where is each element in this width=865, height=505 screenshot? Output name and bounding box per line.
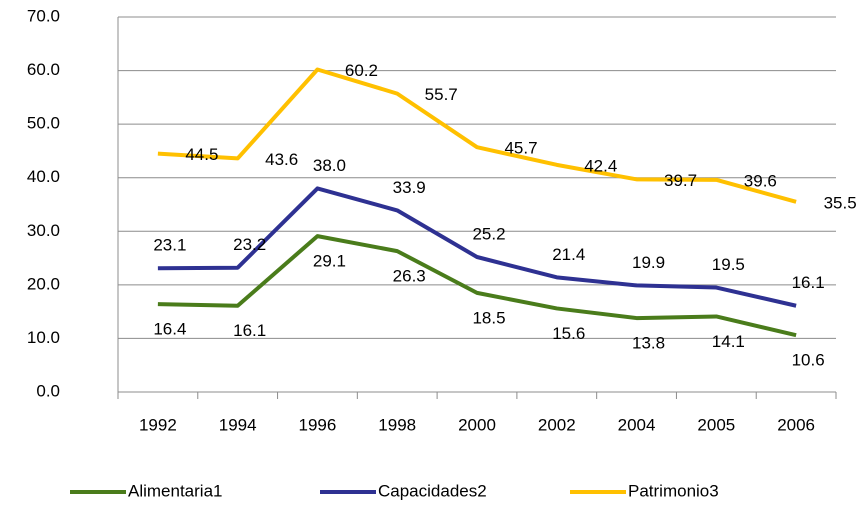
data-label: 29.1 [313, 252, 346, 271]
data-label: 19.5 [712, 255, 745, 274]
series-line [157, 234, 797, 338]
x-tick-label: 1992 [139, 415, 177, 434]
legend-label: Alimentaria1 [128, 481, 223, 500]
y-tick-label: 50.0 [27, 114, 60, 133]
y-tick-label: 10.0 [27, 328, 60, 347]
y-tick-label: 20.0 [27, 274, 60, 293]
x-tick-label: 2002 [538, 415, 576, 434]
data-label: 10.6 [792, 351, 825, 370]
y-tick-label: 40.0 [27, 167, 60, 186]
x-tick-label: 2000 [458, 415, 496, 434]
series-line [157, 186, 797, 308]
data-label: 13.8 [632, 334, 665, 353]
x-tick-label: 2005 [697, 415, 735, 434]
series-line [157, 67, 797, 204]
data-label: 16.1 [233, 321, 266, 340]
y-tick-label: 70.0 [27, 6, 60, 25]
y-tick-label: 30.0 [27, 221, 60, 240]
x-tick-label: 1994 [219, 415, 257, 434]
data-label: 25.2 [472, 224, 505, 243]
data-label: 60.2 [345, 61, 378, 80]
data-label: 18.5 [472, 308, 505, 327]
data-label: 15.6 [552, 324, 585, 343]
data-label: 45.7 [504, 139, 537, 158]
data-label: 19.9 [632, 253, 665, 272]
y-tick-label: 0.0 [36, 381, 60, 400]
data-label: 26.3 [393, 267, 426, 286]
data-label: 23.1 [153, 236, 186, 255]
legend-label: Patrimonio3 [628, 481, 719, 500]
data-label: 16.1 [792, 273, 825, 292]
x-tick-label: 2004 [618, 415, 656, 434]
data-label: 42.4 [584, 156, 617, 175]
y-tick-label: 60.0 [27, 60, 60, 79]
x-tick-label: 1998 [378, 415, 416, 434]
data-label: 33.9 [393, 178, 426, 197]
data-label: 43.6 [265, 150, 298, 169]
data-label: 39.6 [744, 171, 777, 190]
data-label: 14.1 [712, 332, 745, 351]
data-label: 39.7 [664, 171, 697, 190]
data-label: 21.4 [552, 245, 585, 264]
x-tick-label: 2006 [777, 415, 815, 434]
data-label: 16.4 [153, 320, 186, 339]
data-label: 44.5 [185, 145, 218, 164]
data-label: 35.5 [824, 193, 857, 212]
x-tick-label: 1996 [299, 415, 337, 434]
data-label: 38.0 [313, 156, 346, 175]
data-label: 23.2 [233, 235, 266, 254]
legend-label: Capacidades2 [378, 481, 487, 500]
data-label: 55.7 [425, 85, 458, 104]
